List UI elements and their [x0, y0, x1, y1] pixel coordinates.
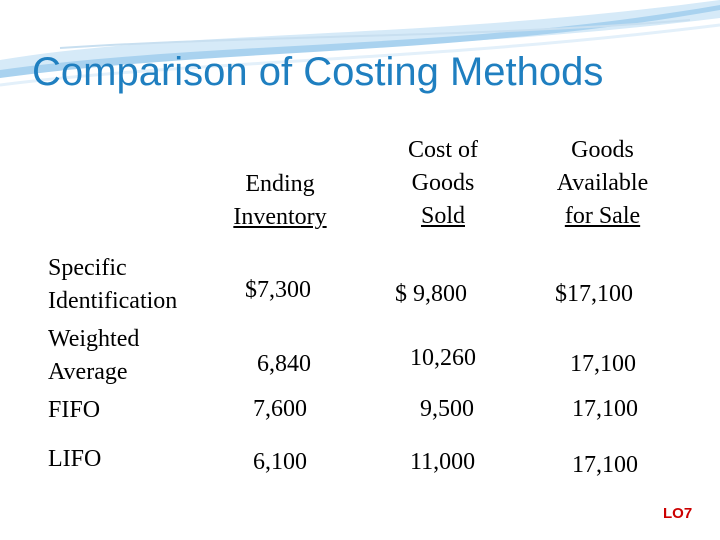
header-gafs-line-2: Available [556, 170, 649, 196]
row-label-line: FIFO [48, 397, 101, 423]
learning-objective-tag: LO7 [663, 505, 693, 522]
row-label-weighted-average: Weighted Average [48, 323, 139, 389]
cell-specific-gafs: $17,100 [555, 281, 633, 307]
row-label-line: Average [48, 359, 128, 385]
cell-lifo-gafs: 17,100 [572, 452, 638, 478]
header-ending-inventory: Ending Inventory [215, 168, 345, 234]
header-cogs-line-3: Sold [420, 203, 465, 229]
header-cogs-line-2: Goods [411, 170, 475, 196]
cell-fifo-cogs: 9,500 [420, 396, 474, 422]
row-label-fifo: FIFO [48, 394, 100, 427]
header-ending-line-2: Inventory [233, 204, 327, 230]
row-label-line: LIFO [48, 446, 102, 472]
row-label-line: Specific [48, 255, 127, 281]
header-gafs-line-3: for Sale [564, 203, 641, 229]
header-goods-available-for-sale: Goods Available for Sale [535, 134, 670, 233]
cell-fifo-ending-inventory: 7,600 [253, 396, 307, 422]
header-cost-of-goods-sold: Cost of Goods Sold [378, 134, 508, 233]
cell-specific-ending-inventory: $7,300 [245, 277, 311, 303]
row-label-line: Weighted [48, 326, 140, 352]
row-label-line: Identification [48, 288, 178, 314]
cell-fifo-gafs: 17,100 [572, 396, 638, 422]
header-ending-line-1: Ending [245, 171, 315, 197]
row-label-specific-identification: Specific Identification [48, 252, 177, 318]
slide-title: Comparison of Costing Methods [32, 50, 604, 94]
cell-weighted-ending-inventory: 6,840 [257, 351, 311, 377]
header-swoosh-decoration [0, 0, 720, 87]
header-gafs-line-1: Goods [571, 137, 634, 163]
row-label-lifo: LIFO [48, 443, 101, 476]
cell-weighted-cogs: 10,260 [410, 345, 476, 371]
cell-lifo-cogs: 11,000 [410, 449, 476, 475]
header-cogs-line-1: Cost of [407, 137, 478, 163]
cell-lifo-ending-inventory: 6,100 [253, 449, 307, 475]
cell-specific-cogs: $ 9,800 [395, 281, 467, 307]
cell-weighted-gafs: 17,100 [570, 351, 636, 377]
